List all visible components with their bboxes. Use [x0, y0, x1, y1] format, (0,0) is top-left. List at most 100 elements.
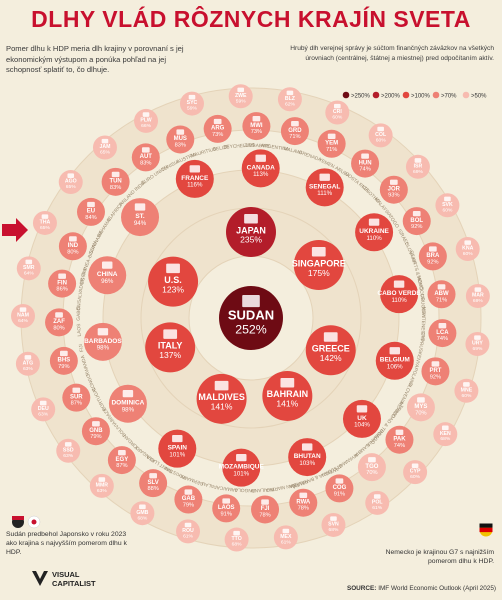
bubble-circle — [421, 357, 450, 386]
bubble-circle — [351, 149, 380, 178]
value-label: 62% — [285, 101, 295, 107]
value-label: 59% — [236, 98, 246, 104]
value-label: 83% — [110, 185, 121, 191]
country-label: TTO — [231, 536, 241, 542]
value-label: 63% — [63, 453, 73, 459]
value-label: 101% — [169, 451, 185, 458]
country-label: MALDIVES — [198, 392, 245, 402]
country-label: FIN — [57, 280, 67, 286]
value-label: 92% — [430, 374, 441, 380]
value-label: 98% — [122, 407, 135, 414]
country-label: URY — [472, 341, 483, 347]
value-label: 175% — [308, 268, 330, 278]
country-label: ABW — [434, 291, 449, 297]
flag-icon — [87, 201, 95, 208]
bubble-circle — [108, 384, 147, 423]
flag-icon — [368, 457, 376, 463]
country-label: AUT — [140, 154, 153, 160]
bubble-circle — [403, 460, 428, 485]
flag-icon — [213, 118, 222, 125]
bubble-circle — [277, 87, 302, 112]
bubble-circle — [241, 149, 280, 188]
country-label: GNB — [89, 428, 103, 434]
value-label: 91% — [221, 511, 232, 517]
country-label: FRANCE — [181, 175, 209, 182]
visual-capitalist-logo: VISUAL CAPITALIST — [30, 567, 122, 594]
bubble-circle — [89, 473, 114, 498]
flag-icon — [139, 504, 146, 510]
bubble-circle — [433, 422, 458, 447]
country-label: RWA — [296, 499, 311, 505]
country-label: BLZ — [285, 96, 296, 102]
bubble-circle — [355, 213, 394, 252]
value-label: 68% — [440, 436, 450, 442]
flag-icon — [327, 133, 336, 140]
value-label: 83% — [140, 160, 151, 166]
country-label: UK — [357, 415, 367, 422]
ring-label: ARGENTINA — [261, 143, 290, 153]
flag-icon — [244, 214, 258, 224]
flag-icon — [25, 259, 33, 265]
bubble-circle — [101, 167, 130, 196]
bubble-circle — [222, 448, 261, 487]
country-label: ITALY — [158, 341, 183, 351]
bubble-circle — [83, 322, 122, 361]
country-label: BOL — [410, 218, 423, 224]
country-label: BHUTAN — [294, 453, 321, 460]
flag-icon — [39, 400, 47, 406]
bubble-circle — [368, 123, 393, 148]
ring-label: JAMAICA — [216, 484, 238, 493]
flag-icon — [334, 103, 341, 109]
bubble-circle — [203, 114, 232, 143]
bubble-circle — [32, 210, 57, 235]
ring-label: FIJI — [78, 343, 85, 352]
flag-icon — [214, 380, 229, 391]
legend-label: >200% — [381, 94, 401, 100]
value-label: 113% — [253, 171, 269, 178]
value-label: 103% — [299, 460, 315, 467]
bubble-circle — [380, 275, 419, 314]
country-label: GMB — [136, 510, 148, 516]
value-label: 92% — [411, 224, 422, 230]
bubble-circle — [45, 308, 74, 337]
legend-swatch — [462, 91, 470, 99]
flag-icon — [389, 179, 398, 185]
value-label: 116% — [187, 182, 203, 189]
bubble-circle — [58, 232, 87, 261]
flag-icon — [55, 312, 63, 318]
bubble-circle — [293, 240, 344, 291]
value-label: 61% — [183, 533, 193, 539]
bubble-circle — [357, 453, 386, 482]
flag-icon — [98, 477, 106, 482]
footnote-germany: Nemecko je krajinou G7 s najnižším pomer… — [385, 549, 494, 566]
value-label: 252% — [235, 322, 267, 336]
value-label: 65% — [66, 184, 76, 190]
bubble-circle — [49, 346, 78, 375]
bubble-circle — [76, 197, 105, 226]
intro-text: Pomer dlhu k HDP meria dlh krajiny v por… — [6, 44, 184, 74]
value-label: 142% — [320, 353, 342, 363]
country-label: CRI — [333, 109, 342, 115]
country-label: ZWE — [235, 93, 247, 99]
flag-icon — [141, 147, 150, 153]
country-label: CABO VERDE — [377, 290, 421, 297]
ring-label: MONTENEGRO — [419, 306, 426, 341]
flag-icon — [395, 429, 404, 435]
value-label: 94% — [134, 220, 147, 227]
flag-icon — [142, 112, 150, 117]
country-label: HUN — [359, 160, 372, 166]
